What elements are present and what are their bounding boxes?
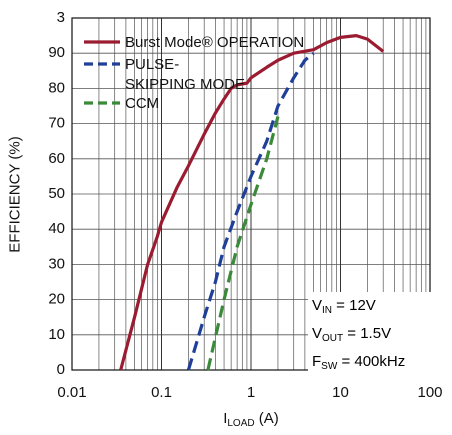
- annotation-main: V: [312, 297, 323, 314]
- annotation: VOUT = 1.5V: [312, 322, 430, 350]
- x-tick-label: 0.01: [57, 384, 86, 401]
- y-tick-label: 80: [48, 79, 65, 96]
- annotation-rest: = 12V: [332, 297, 376, 314]
- y-tick-label: 10: [48, 326, 65, 343]
- annotation: FSW = 400kHz: [312, 350, 430, 378]
- annotation-sub: IN: [322, 305, 333, 316]
- legend-label: CCM: [125, 95, 160, 112]
- legend-label: PULSE-SKIPPING MODE: [125, 56, 246, 93]
- y-tick-label: 3: [57, 9, 65, 26]
- plot-frame: [71, 17, 431, 371]
- x-label-main: I: [223, 410, 228, 427]
- y-tick-label: 50: [48, 185, 65, 202]
- y-tick-label: 90: [48, 44, 65, 61]
- x-axis-label: ILOAD (A): [200, 410, 302, 432]
- x-tick-label: 0.1: [151, 384, 172, 401]
- annotation-rest: = 400kHz: [337, 353, 406, 370]
- annotation-rest: = 1.5V: [343, 325, 392, 342]
- y-tick-label: 60: [48, 150, 65, 167]
- annotation-sub: OUT: [322, 333, 344, 344]
- annotation-sub: SW: [321, 361, 338, 372]
- y-tick-label: 20: [48, 291, 65, 308]
- y-axis-label: EFFICIENCY (%): [6, 136, 24, 253]
- x-label-sub: LOAD: [227, 418, 255, 429]
- y-tick-label: 0: [57, 361, 65, 378]
- annotation: VIN = 12V: [312, 294, 430, 322]
- y-tick-label: 40: [48, 220, 65, 237]
- legend-label: Burst Mode® OPERATION: [125, 34, 305, 51]
- series-line: [206, 116, 280, 371]
- x-tick-label: 1: [247, 384, 255, 401]
- y-tick-label: 70: [48, 115, 65, 132]
- annotation-box: VIN = 12V VOUT = 1.5V FSW = 400kHz: [308, 292, 434, 380]
- y-tick-label: 30: [48, 255, 65, 272]
- series-line: [119, 33, 385, 371]
- x-tick-label: 10: [332, 384, 349, 401]
- x-tick-label: 100: [417, 384, 442, 401]
- annotation-main: F: [312, 353, 322, 370]
- x-label-unit: (A): [254, 410, 279, 427]
- annotation-main: V: [312, 325, 323, 342]
- series-line: [186, 51, 315, 371]
